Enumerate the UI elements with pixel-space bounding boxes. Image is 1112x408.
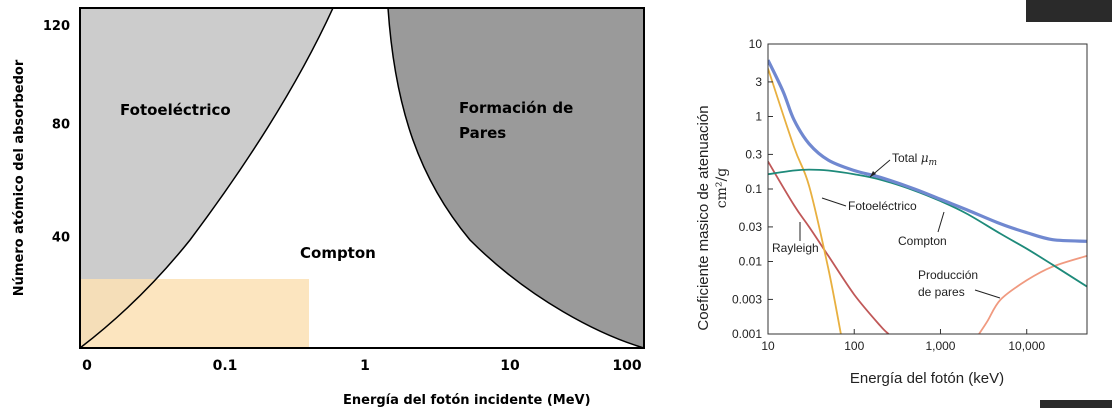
annotation-pair-line2: de pares	[918, 285, 965, 299]
series-line-producci-n-de-pares	[978, 254, 1087, 334]
region-pair-production	[388, 8, 644, 348]
arrow-pair	[974, 289, 1001, 299]
arrowhead-total	[870, 171, 876, 177]
x-tick-labels: 0 0.1 1 10 100	[82, 358, 642, 374]
annotation-compton: Compton	[898, 234, 947, 248]
series-group	[768, 59, 1087, 334]
y-tick-label: 0.01	[739, 255, 763, 269]
x-tick-label: 1	[360, 358, 370, 374]
x-tick-label: 0	[82, 358, 92, 374]
label-photoelectric: Fotoeléctrico	[120, 101, 231, 119]
y-tick-label: 120	[43, 19, 70, 34]
x-tick-label: 10,000	[1008, 339, 1045, 353]
x-tick-labels: 10 100 1,000 10,000	[761, 329, 1045, 353]
y-tick-label: 1	[755, 110, 762, 124]
series-line-fotoel-ctrico	[768, 68, 842, 334]
y-axis-title: Número atómico del absorbedor	[12, 59, 27, 296]
label-pair-line1: Formación de	[459, 99, 573, 117]
y-axis-title-line2: cm²/g	[714, 168, 730, 208]
label-pair-line2: Pares	[459, 124, 506, 142]
y-tick-labels: 10 3 1 0.3 0.1 0.03 0.01 0.003 0.001	[732, 37, 773, 341]
interaction-regions-chart: 120 80 40 0 0.1 1 10 100 Fotoeléctrico Compton…	[12, 7, 645, 408]
y-tick-label: 0.03	[739, 220, 763, 234]
y-tick-labels: 120 80 40	[43, 19, 70, 246]
y-tick-label: 0.003	[732, 292, 762, 306]
series-line-rayleigh	[768, 160, 890, 334]
y-tick-label: 0.1	[745, 182, 762, 196]
y-tick-label: 40	[52, 231, 70, 246]
highlight-region	[80, 279, 309, 348]
annotation-total: Total μm	[892, 151, 937, 168]
y-tick-label: 10	[749, 37, 763, 51]
arrow-photoelectric	[821, 197, 847, 207]
y-tick-label: 3	[755, 75, 762, 89]
boundary-photo-compton	[80, 8, 334, 348]
series-line-total-m	[768, 59, 1087, 243]
arrow-compton	[937, 211, 945, 233]
corner-block-top	[1026, 0, 1112, 22]
annotation-rayleigh: Rayleigh	[772, 241, 819, 255]
x-tick-label: 1,000	[925, 339, 955, 353]
region-photoelectric	[80, 8, 333, 348]
corner-block-bottom	[1040, 400, 1112, 408]
x-tick-label: 10	[500, 358, 520, 374]
x-tick-label: 0.1	[213, 358, 238, 374]
y-tick-label: 0.001	[732, 327, 762, 341]
x-tick-label: 100	[612, 358, 641, 374]
annotation-photoelectric: Fotoeléctrico	[848, 199, 917, 213]
x-tick-label: 100	[844, 339, 864, 353]
x-tick-label: 10	[761, 339, 775, 353]
plot-frame	[79, 7, 645, 349]
y-axis-title-line1: Coeficiente masico de atenuación	[695, 105, 712, 330]
x-axis-title: Energía del fotón (keV)	[850, 370, 1004, 387]
y-tick-label: 0.3	[745, 147, 762, 161]
boundary-compton-pair	[387, 8, 644, 348]
y-tick-label: 80	[52, 117, 70, 132]
label-compton: Compton	[300, 244, 376, 262]
annotation-pair-line1: Producción	[918, 268, 978, 282]
x-axis-title: Energía del fotón incidente (MeV)	[343, 393, 591, 408]
